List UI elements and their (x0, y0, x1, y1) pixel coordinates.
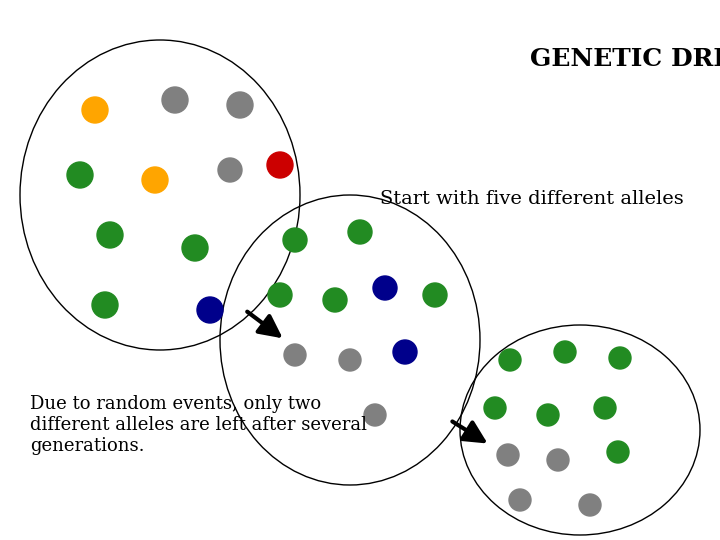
Circle shape (92, 292, 118, 318)
Circle shape (67, 162, 93, 188)
Circle shape (268, 283, 292, 307)
Circle shape (218, 158, 242, 182)
Circle shape (82, 97, 108, 123)
Circle shape (373, 276, 397, 300)
Circle shape (97, 222, 123, 248)
Circle shape (393, 340, 417, 364)
Circle shape (267, 152, 293, 178)
Circle shape (323, 288, 347, 312)
Circle shape (607, 441, 629, 463)
Circle shape (547, 449, 569, 471)
Circle shape (423, 283, 447, 307)
Circle shape (537, 404, 559, 426)
Circle shape (497, 444, 519, 466)
Circle shape (484, 397, 506, 419)
Circle shape (162, 87, 188, 113)
Circle shape (227, 92, 253, 118)
Circle shape (348, 220, 372, 244)
Circle shape (579, 494, 601, 516)
Circle shape (594, 397, 616, 419)
Circle shape (509, 489, 531, 511)
Circle shape (609, 347, 631, 369)
Text: Due to random events, only two
different alleles are left after several
generati: Due to random events, only two different… (30, 395, 367, 455)
Circle shape (197, 297, 223, 323)
Circle shape (283, 228, 307, 252)
Circle shape (142, 167, 168, 193)
Circle shape (554, 341, 576, 363)
Text: Start with five different alleles: Start with five different alleles (380, 190, 684, 208)
Circle shape (339, 349, 361, 371)
Circle shape (499, 349, 521, 371)
Circle shape (364, 404, 386, 426)
Text: GENETIC DRIFT: GENETIC DRIFT (530, 47, 720, 71)
Circle shape (284, 344, 306, 366)
Circle shape (182, 235, 208, 261)
